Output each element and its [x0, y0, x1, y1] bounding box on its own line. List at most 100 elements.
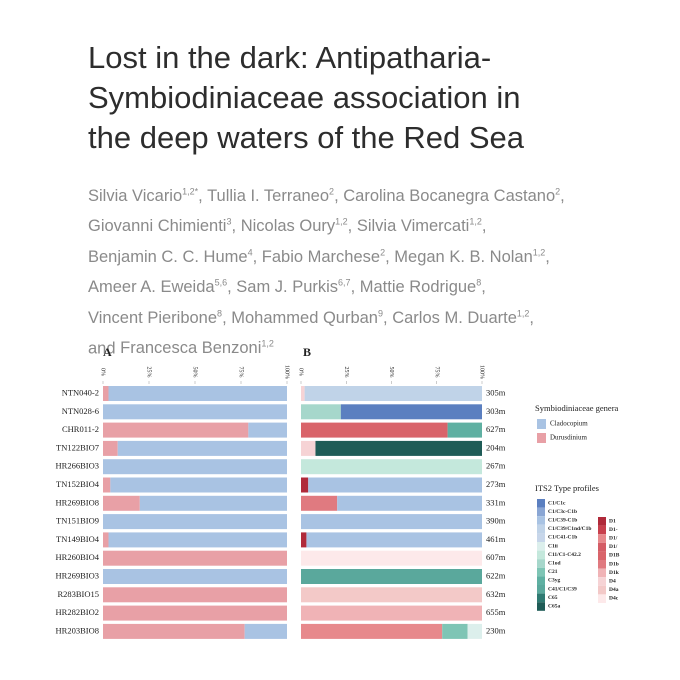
legend-title: Symbiodiniaceae genera [535, 403, 619, 413]
x-tick-label: 0% [100, 368, 106, 376]
bar-segment [248, 422, 287, 438]
bar-segment [442, 623, 468, 639]
x-tick-label: 75% [433, 367, 439, 378]
depth-label: 655m [486, 607, 506, 617]
legend-swatch [537, 602, 545, 611]
depth-label: 204m [486, 442, 506, 452]
bar-segment [117, 440, 287, 456]
affiliation: 1,2 [335, 216, 348, 227]
author-name: Megan K. B. Nolan [394, 247, 533, 266]
bar-segment [110, 477, 287, 493]
bar-segment [337, 495, 482, 511]
bar-segment [103, 532, 109, 548]
row-label: TN149BIO4 [56, 534, 100, 544]
legend-label: C41/C1/C39 [548, 586, 577, 592]
x-tick-label: 50% [388, 367, 394, 378]
row-label: HR266BIO3 [56, 461, 99, 471]
title-line: Lost in the dark: Antipatharia- [88, 40, 492, 75]
affiliation: 8 [217, 308, 223, 318]
bar-segment [301, 386, 305, 401]
legend-label: C1/C41-C1b [548, 535, 577, 541]
legend-label: C1/C1c [548, 500, 566, 506]
separator: , [231, 217, 237, 235]
legend-swatch [598, 525, 606, 535]
bar-segment [301, 459, 482, 475]
bar-segment [103, 404, 287, 420]
legend-label: C1ii [548, 543, 558, 549]
legend-swatch [537, 516, 545, 525]
legend-label: Durusdinium [550, 434, 588, 442]
legend-swatch [537, 499, 545, 508]
affiliation: 6,7 [338, 277, 351, 288]
legend-swatch [537, 576, 545, 585]
separator: , [545, 247, 550, 266]
row-label: NTN028-6 [62, 406, 99, 416]
x-tick-label: 100% [284, 365, 290, 379]
x-tick-label: 25% [343, 367, 349, 378]
affiliation: 2 [380, 247, 386, 257]
author-name: Nicolas Oury [240, 217, 336, 235]
affiliation: 3 [226, 216, 232, 227]
author: Vincent Pieribone8, [88, 308, 227, 327]
legend-title: ITS2 Type profiles [535, 483, 599, 493]
conjunction: and [88, 339, 116, 357]
author: Carolina Bocanegra Castano2, [343, 186, 565, 205]
bar-segment [315, 440, 482, 456]
legend-label: D4a [609, 587, 619, 593]
row-label: TN151BIO9 [56, 516, 99, 526]
depth-label: 461m [486, 534, 506, 544]
separator: , [227, 278, 232, 296]
legend-label: D4 [609, 578, 616, 584]
bar-segment [301, 532, 307, 548]
bar-segment [108, 386, 288, 401]
affiliation: 1,2 [532, 247, 546, 257]
legend-label: D4c [609, 596, 619, 602]
bar-segment [108, 532, 288, 548]
depth-label: 627m [486, 424, 506, 434]
bar-segment [301, 587, 482, 603]
separator: , [481, 278, 486, 296]
paper-title: Lost in the dark: Antipatharia- Symbiodin… [88, 38, 524, 158]
author: Carlos M. Duarte1,2, [392, 308, 534, 327]
bar-segment [447, 422, 482, 438]
bar-segment [103, 440, 118, 456]
depth-label: 331m [486, 497, 506, 507]
legend-label: D1 [609, 518, 616, 524]
bar-segment [103, 495, 140, 511]
bar-segment [306, 532, 482, 548]
author-name: Fabio Marchese [261, 247, 381, 266]
legend-swatch [537, 507, 545, 517]
row-label: CHR011-2 [62, 424, 99, 434]
bar-segment [103, 587, 287, 603]
author-name: Carlos M. Duarte [392, 308, 517, 327]
x-tick-label: 50% [192, 367, 198, 378]
row-label: NTN040-2 [62, 387, 99, 397]
author: Benjamin C. C. Hume4, [88, 247, 257, 266]
bar-segment [301, 495, 338, 511]
affiliation: 1,2 [261, 338, 274, 349]
legend-swatch [598, 594, 606, 603]
affiliation: 8 [476, 277, 482, 288]
separator: , [347, 217, 353, 235]
legend-label: C1/C3c-C1b [548, 509, 577, 515]
separator: , [560, 186, 565, 205]
author-name: Sam J. Purkis [236, 278, 339, 296]
bar-segment [103, 514, 287, 530]
separator: , [481, 217, 487, 235]
bar-segment [301, 477, 309, 493]
legend-swatch [537, 533, 545, 542]
separator: , [383, 308, 388, 327]
bar-segment [340, 404, 482, 420]
author-name: Silvia Vicario [88, 186, 183, 205]
separator: , [198, 186, 203, 205]
figure: A B 0% 25% 50% 75% 100% NTN040-2 NTN028-6 CHR01… [56, 345, 620, 639]
bar-segment [103, 422, 249, 438]
legend-swatch [598, 585, 606, 595]
affiliation: 1,2 [516, 308, 530, 318]
legend-swatch [537, 585, 545, 594]
legend-swatch [598, 517, 606, 526]
bar-segment [301, 422, 448, 438]
legend-swatch [537, 559, 545, 568]
affiliation: 9 [378, 308, 384, 318]
